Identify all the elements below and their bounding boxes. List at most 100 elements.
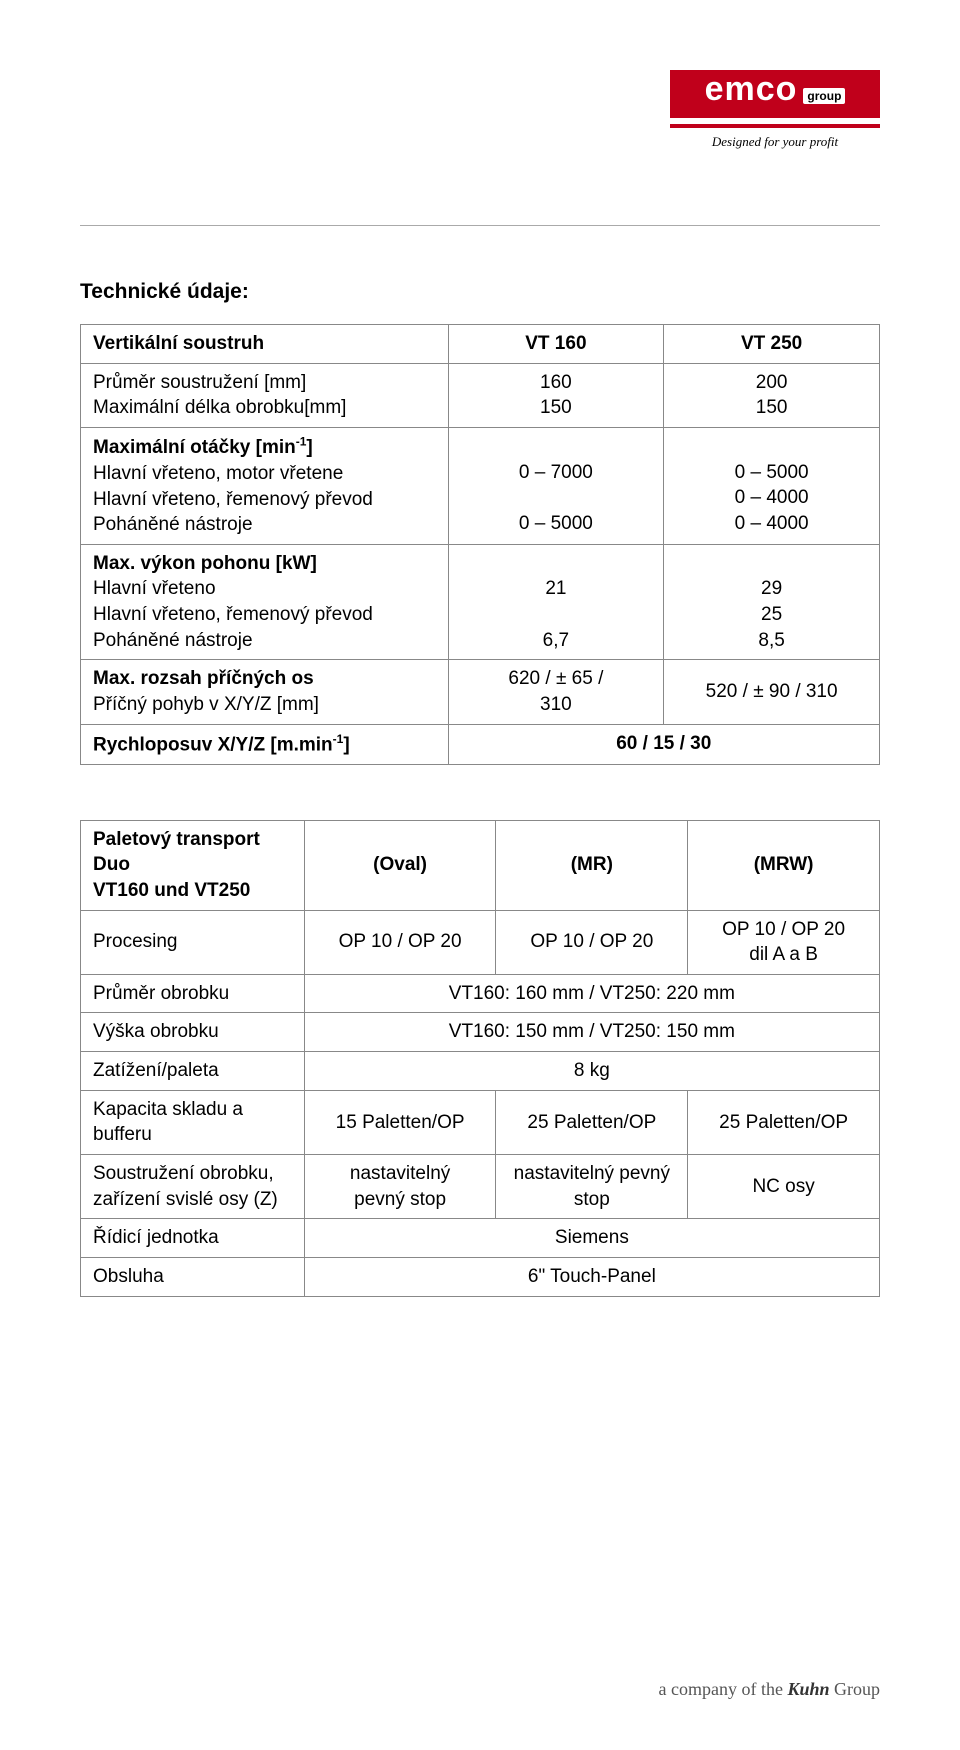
logo-box: emco group	[670, 70, 880, 118]
cell: 8 kg	[304, 1052, 879, 1091]
row-labels: Max. výkon pohonu [kW] Hlavní vřeteno Hl…	[81, 544, 449, 660]
footer-suffix: Group	[830, 1679, 881, 1699]
col-header: (Oval)	[304, 820, 496, 910]
cell: VT160: 160 mm / VT250: 220 mm	[304, 974, 879, 1013]
label-heading: Max. výkon pohonu [kW]	[93, 553, 317, 574]
cell: OP 10 / OP 20	[496, 910, 688, 974]
value: 0 – 7000	[519, 462, 593, 483]
table-row: Max. výkon pohonu [kW] Hlavní vřeteno Hl…	[81, 544, 880, 660]
value: dil A a B	[749, 944, 818, 965]
cell: 25 Paletten/OP	[496, 1090, 688, 1154]
value: 520 / ± 90 / 310	[706, 681, 838, 702]
value: 620 / ± 65 /	[508, 668, 603, 689]
table-row: Vertikální soustruh VT 160 VT 250	[81, 325, 880, 364]
value: stop	[574, 1189, 610, 1210]
value: 150	[540, 397, 572, 418]
table-row: Kapacita skladu a bufferu 15 Paletten/OP…	[81, 1090, 880, 1154]
content: Technické údaje: Vertikální soustruh VT …	[80, 280, 880, 1297]
row-header: Rychloposuv X/Y/Z [m.min-1]	[81, 724, 449, 764]
label-heading: Maximální otáčky [min-1]	[93, 437, 313, 458]
row-label: Řídicí jednotka	[81, 1219, 305, 1258]
logo-tagline: Designed for your profit	[670, 134, 880, 150]
table-row: Průměr obrobku VT160: 160 mm / VT250: 22…	[81, 974, 880, 1013]
logo-group: group	[803, 88, 845, 104]
value: 310	[540, 694, 572, 715]
table-row: Procesing OP 10 / OP 20 OP 10 / OP 20 OP…	[81, 910, 880, 974]
value: nastavitelný pevný	[514, 1163, 670, 1184]
value: pevný stop	[354, 1189, 446, 1210]
label-heading: Max. rozsah příčných os	[93, 668, 314, 689]
table-row: Výška obrobku VT160: 150 mm / VT250: 150…	[81, 1013, 880, 1052]
cell: 0 – 5000 0 – 4000 0 – 4000	[664, 427, 880, 544]
row-label: Soustružení obrobku, zařízení svislé osy…	[81, 1155, 305, 1219]
col-header: VT 160	[448, 325, 664, 364]
value: 21	[545, 578, 566, 599]
cell: NC osy	[688, 1155, 880, 1219]
label-line: Maximální délka obrobku[mm]	[93, 397, 346, 418]
table-row: Max. rozsah příčných os Příčný pohyb v X…	[81, 660, 880, 724]
logo-brand: emco	[705, 70, 798, 109]
value: 0 – 5000	[519, 513, 593, 534]
table-row: Paletový transport Duo VT160 und VT250 (…	[81, 820, 880, 910]
row-label: Výška obrobku	[81, 1013, 305, 1052]
value: 0 – 5000	[735, 462, 809, 483]
cell: OP 10 / OP 20	[304, 910, 496, 974]
logo-bar	[670, 124, 880, 128]
label-line: Průměr soustružení [mm]	[93, 372, 306, 393]
table-row: Průměr soustružení [mm] Maximální délka …	[81, 363, 880, 427]
cell: 15 Paletten/OP	[304, 1090, 496, 1154]
table-row: Obsluha 6" Touch-Panel	[81, 1257, 880, 1296]
value: 0 – 4000	[735, 513, 809, 534]
value: 25	[761, 604, 782, 625]
row-header: Vertikální soustruh	[81, 325, 449, 364]
row-label: Průměr obrobku	[81, 974, 305, 1013]
footer-brand: Kuhn	[787, 1679, 829, 1699]
cell: 0 – 7000 0 – 5000	[448, 427, 664, 544]
col-header: (MRW)	[688, 820, 880, 910]
value: 200	[756, 372, 788, 393]
table-row: Zatížení/paleta 8 kg	[81, 1052, 880, 1091]
cell: VT160: 150 mm / VT250: 150 mm	[304, 1013, 879, 1052]
col-header: (MR)	[496, 820, 688, 910]
cell: 160 150	[448, 363, 664, 427]
label-line: Poháněné nástroje	[93, 514, 253, 535]
value: 0 – 4000	[735, 487, 809, 508]
cell: 21 6,7	[448, 544, 664, 660]
col-header: VT 250	[664, 325, 880, 364]
row-header: Paletový transport Duo VT160 und VT250	[81, 820, 305, 910]
label-line: Hlavní vřeteno, řemenový převod	[93, 489, 373, 510]
footer-text: a company of the	[659, 1679, 788, 1699]
label-line: Hlavní vřeteno, motor vřetene	[93, 463, 343, 484]
cell: OP 10 / OP 20 dil A a B	[688, 910, 880, 974]
cell: 200 150	[664, 363, 880, 427]
specs-table-1: Vertikální soustruh VT 160 VT 250 Průměr…	[80, 324, 880, 765]
header-rule	[80, 225, 880, 226]
row-label: Procesing	[81, 910, 305, 974]
cell: 620 / ± 65 / 310	[448, 660, 664, 724]
value: 29	[761, 578, 782, 599]
label-line: Hlavní vřeteno, řemenový převod	[93, 604, 373, 625]
value: OP 10 / OP 20	[722, 919, 845, 940]
cell: Siemens	[304, 1219, 879, 1258]
logo: emco group Designed for your profit	[670, 70, 880, 150]
specs-table-2: Paletový transport Duo VT160 und VT250 (…	[80, 820, 880, 1297]
table-row: Rychloposuv X/Y/Z [m.min-1] 60 / 15 / 30	[81, 724, 880, 764]
cell: 520 / ± 90 / 310	[664, 660, 880, 724]
cell: 29 25 8,5	[664, 544, 880, 660]
row-labels: Max. rozsah příčných os Příčný pohyb v X…	[81, 660, 449, 724]
cell: 60 / 15 / 30	[448, 724, 879, 764]
cell: nastavitelný pevný stop	[304, 1155, 496, 1219]
table-row: Soustružení obrobku, zařízení svislé osy…	[81, 1155, 880, 1219]
value: nastavitelný	[350, 1163, 450, 1184]
value: 150	[756, 397, 788, 418]
table-row: Maximální otáčky [min-1] Hlavní vřeteno,…	[81, 427, 880, 544]
row-label: Kapacita skladu a bufferu	[81, 1090, 305, 1154]
value: 6,7	[543, 630, 569, 651]
cell: 25 Paletten/OP	[688, 1090, 880, 1154]
value: 8,5	[758, 630, 784, 651]
page-title: Technické údaje:	[80, 280, 880, 304]
table-row: Řídicí jednotka Siemens	[81, 1219, 880, 1258]
label-line: Hlavní vřeteno	[93, 578, 216, 599]
label-line: Poháněné nástroje	[93, 630, 253, 651]
cell: 6" Touch-Panel	[304, 1257, 879, 1296]
